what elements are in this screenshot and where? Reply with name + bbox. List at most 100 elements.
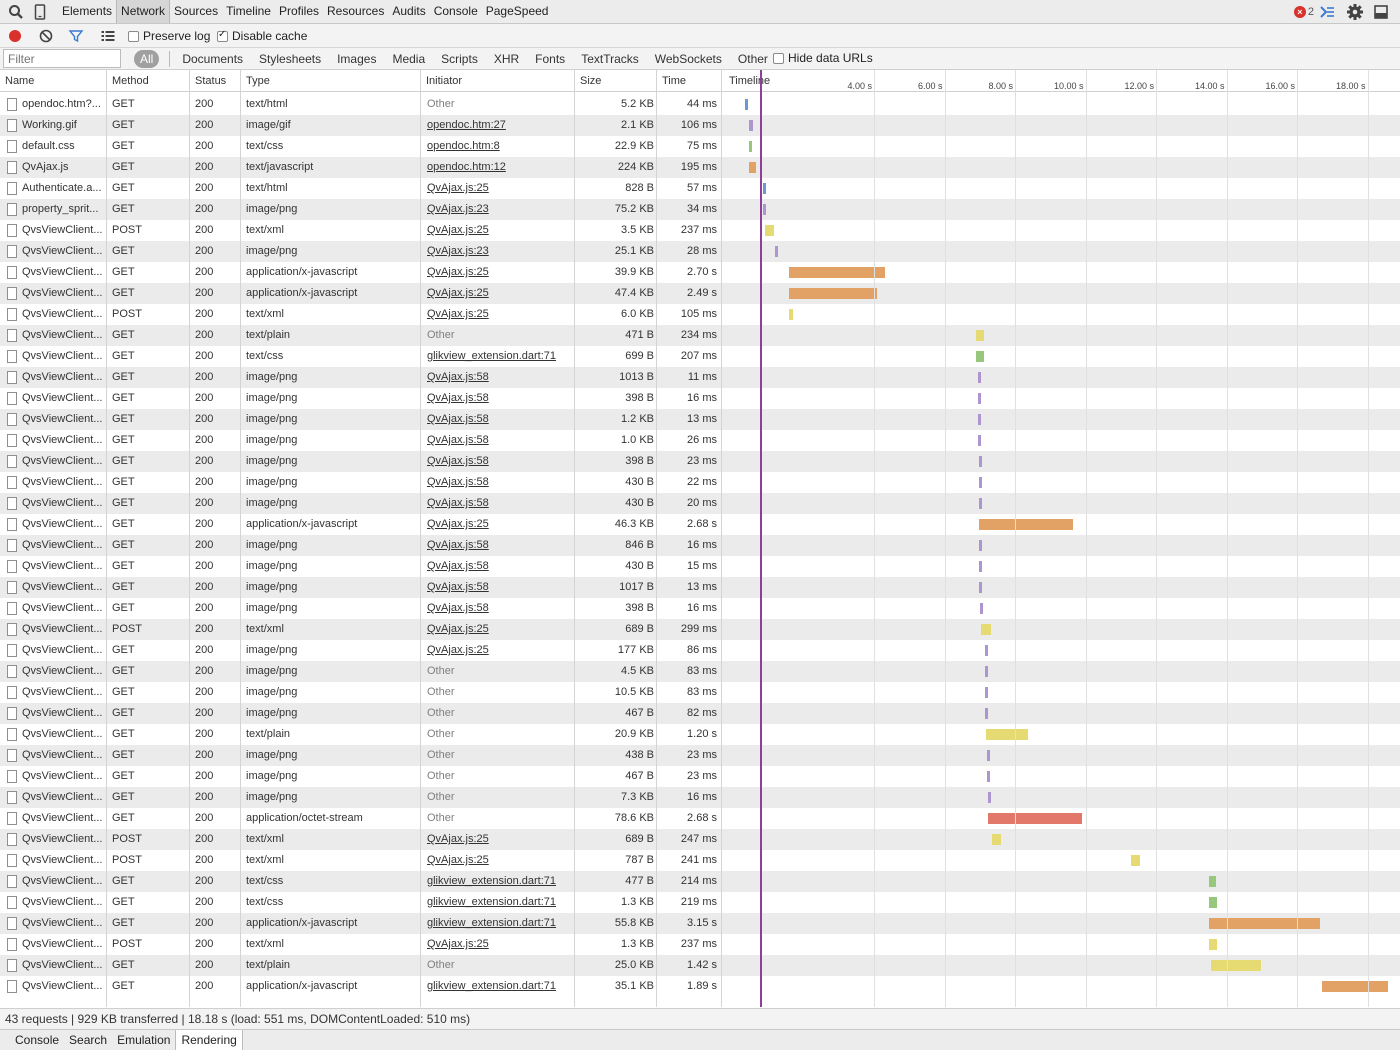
request-row[interactable]: QvsViewClient... GET 200 image/png QvAjax.js… — [0, 430, 1400, 451]
column-header-name[interactable]: Name — [5, 75, 35, 87]
column-header-initiator[interactable]: Initiator — [426, 75, 463, 87]
request-row[interactable]: QvsViewClient... GET 200 text/plain Other 471… — [0, 325, 1400, 346]
request-initiator[interactable]: glikview_extension.dart:71 — [427, 875, 557, 887]
request-initiator[interactable]: QvAjax.js:25 — [427, 224, 489, 236]
tab-network[interactable]: Network — [116, 0, 171, 23]
column-header-type[interactable]: Type — [246, 75, 270, 87]
request-row[interactable]: QvsViewClient... GET 200 image/png Other 7.3 … — [0, 787, 1400, 808]
column-header-time[interactable]: Time — [662, 75, 687, 87]
request-row[interactable]: QvsViewClient... GET 200 image/png Other 467 … — [0, 703, 1400, 724]
drawer-tab-rendering[interactable]: Rendering — [175, 1030, 243, 1050]
filter-input[interactable] — [3, 49, 121, 68]
type-filter-all[interactable]: All — [134, 50, 160, 68]
request-initiator[interactable]: opendoc.htm:8 — [427, 140, 500, 152]
tab-pagespeed[interactable]: PageSpeed — [485, 4, 549, 18]
request-initiator[interactable]: QvAjax.js:25 — [427, 938, 489, 950]
request-row[interactable]: QvsViewClient... GET 200 application/x-java… — [0, 283, 1400, 304]
request-row[interactable]: QvsViewClient... GET 200 image/png QvAjax.js… — [0, 493, 1400, 514]
request-row[interactable]: QvsViewClient... GET 200 image/png Other 438 … — [0, 745, 1400, 766]
request-row[interactable]: QvsViewClient... GET 200 image/png QvAjax.js… — [0, 577, 1400, 598]
request-row[interactable]: QvsViewClient... GET 200 image/png QvAjax.js… — [0, 367, 1400, 388]
request-row[interactable]: QvsViewClient... GET 200 application/x-java… — [0, 976, 1400, 997]
request-initiator[interactable]: QvAjax.js:58 — [427, 392, 489, 404]
request-row[interactable]: QvsViewClient... POST 200 text/xml QvAjax.js… — [0, 829, 1400, 850]
request-initiator[interactable]: QvAjax.js:25 — [427, 854, 489, 866]
request-initiator[interactable]: QvAjax.js:25 — [427, 833, 489, 845]
type-filter-texttracks[interactable]: TextTracks — [581, 52, 639, 66]
request-initiator[interactable]: QvAjax.js:25 — [427, 644, 489, 656]
preserve-log-checkbox[interactable]: Preserve log — [128, 29, 210, 43]
request-row[interactable]: QvsViewClient... GET 200 image/png QvAjax.js… — [0, 640, 1400, 661]
request-initiator[interactable]: QvAjax.js:25 — [427, 182, 489, 194]
request-initiator[interactable]: QvAjax.js:25 — [427, 308, 489, 320]
request-row[interactable]: QvsViewClient... GET 200 image/png Other 10.5… — [0, 682, 1400, 703]
request-row[interactable]: QvsViewClient... GET 200 application/x-java… — [0, 514, 1400, 535]
preserve-log-box[interactable] — [128, 30, 139, 42]
error-counter[interactable]: × 2 — [1293, 6, 1314, 18]
record-icon[interactable] — [7, 28, 23, 44]
request-initiator[interactable]: QvAjax.js:25 — [427, 518, 489, 530]
request-initiator[interactable]: QvAjax.js:58 — [427, 413, 489, 425]
request-initiator[interactable]: QvAjax.js:58 — [427, 476, 489, 488]
request-row[interactable]: opendoc.htm?... GET 200 text/html Other 5.2 K… — [0, 94, 1400, 115]
request-initiator[interactable]: QvAjax.js:58 — [427, 434, 489, 446]
request-row[interactable]: QvsViewClient... GET 200 image/png QvAjax.js… — [0, 556, 1400, 577]
request-row[interactable]: Working.gif GET 200 image/gif opendoc.htm:27… — [0, 115, 1400, 136]
request-initiator[interactable]: opendoc.htm:12 — [427, 161, 506, 173]
search-icon[interactable] — [7, 3, 25, 21]
tab-sources[interactable]: Sources — [174, 4, 219, 18]
type-filter-documents[interactable]: Documents — [182, 52, 244, 66]
request-row[interactable]: QvsViewClient... POST 200 text/xml QvAjax.js… — [0, 304, 1400, 325]
request-initiator[interactable]: QvAjax.js:58 — [427, 371, 489, 383]
type-filter-media[interactable]: Media — [392, 52, 426, 66]
request-initiator[interactable]: QvAjax.js:58 — [427, 455, 489, 467]
tab-elements[interactable]: Elements — [62, 4, 113, 18]
disable-cache-checkbox[interactable]: Disable cache — [217, 29, 307, 43]
drawer-tab-emulation[interactable]: Emulation — [117, 1033, 171, 1047]
request-initiator[interactable]: QvAjax.js:58 — [427, 602, 489, 614]
type-filter-xhr[interactable]: XHR — [493, 52, 520, 66]
console-drawer-icon[interactable] — [1318, 3, 1336, 21]
column-header-timeline[interactable]: Timeline — [729, 75, 771, 87]
clear-icon[interactable] — [38, 28, 54, 44]
request-row[interactable]: QvsViewClient... GET 200 image/png QvAjax.js… — [0, 409, 1400, 430]
request-initiator[interactable]: glikview_extension.dart:71 — [427, 350, 557, 362]
request-row[interactable]: QvsViewClient... GET 200 text/css glikview_e… — [0, 346, 1400, 367]
tab-resources[interactable]: Resources — [327, 4, 385, 18]
request-row[interactable]: QvsViewClient... GET 200 image/png Other 467 … — [0, 766, 1400, 787]
hide-data-urls-box[interactable] — [773, 52, 784, 64]
request-row[interactable]: QvsViewClient... GET 200 image/png QvAjax.js… — [0, 388, 1400, 409]
request-row[interactable]: property_sprit... GET 200 image/png QvAjax.j… — [0, 199, 1400, 220]
type-filter-websockets[interactable]: WebSockets — [654, 52, 722, 66]
request-row[interactable]: QvsViewClient... POST 200 text/xml QvAjax.js… — [0, 850, 1400, 871]
request-initiator[interactable]: glikview_extension.dart:71 — [427, 917, 557, 929]
request-initiator[interactable]: QvAjax.js:58 — [427, 497, 489, 509]
request-row[interactable]: QvsViewClient... GET 200 image/png QvAjax.js… — [0, 451, 1400, 472]
request-initiator[interactable]: glikview_extension.dart:71 — [427, 896, 557, 908]
drawer-tab-console[interactable]: Console — [15, 1033, 60, 1047]
request-row[interactable]: default.css GET 200 text/css opendoc.htm:8 22… — [0, 136, 1400, 157]
large-rows-icon[interactable] — [100, 28, 116, 44]
request-initiator[interactable]: QvAjax.js:25 — [427, 266, 489, 278]
request-row[interactable]: QvsViewClient... GET 200 text/css glikview_e… — [0, 892, 1400, 913]
tab-console[interactable]: Console — [433, 4, 478, 18]
drawer-tab-search[interactable]: Search — [69, 1033, 108, 1047]
request-row[interactable]: QvsViewClient... POST 200 text/xml QvAjax.js… — [0, 934, 1400, 955]
filter-icon[interactable] — [68, 28, 84, 44]
tab-profiles[interactable]: Profiles — [278, 4, 319, 18]
disable-cache-box[interactable] — [217, 29, 228, 42]
request-initiator[interactable]: QvAjax.js:23 — [427, 203, 489, 215]
request-row[interactable]: QvAjax.js GET 200 text/javascript opendoc.ht… — [0, 157, 1400, 178]
column-header-method[interactable]: Method — [112, 75, 149, 87]
request-row[interactable]: QvsViewClient... GET 200 text/plain Other 20.… — [0, 724, 1400, 745]
request-row[interactable]: QvsViewClient... POST 200 text/xml QvAjax.js… — [0, 619, 1400, 640]
request-initiator[interactable]: QvAjax.js:58 — [427, 539, 489, 551]
type-filter-other[interactable]: Other — [737, 52, 768, 66]
request-row[interactable]: QvsViewClient... GET 200 text/plain Other 25.… — [0, 955, 1400, 976]
type-filter-images[interactable]: Images — [337, 52, 377, 66]
column-divider[interactable] — [420, 70, 421, 1007]
request-row[interactable]: QvsViewClient... GET 200 image/png QvAjax.js… — [0, 241, 1400, 262]
dock-icon[interactable] — [1372, 3, 1390, 21]
request-row[interactable]: QvsViewClient... GET 200 application/x-java… — [0, 262, 1400, 283]
column-divider[interactable] — [240, 70, 241, 1007]
